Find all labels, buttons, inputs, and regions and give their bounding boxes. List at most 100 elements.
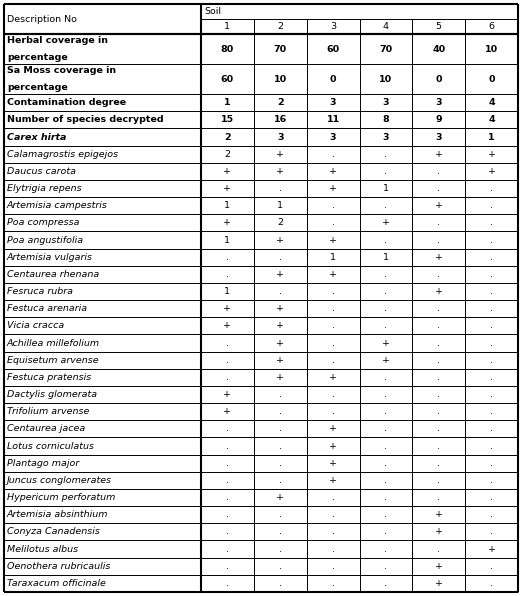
Text: .: . [331, 201, 335, 210]
Text: .: . [490, 287, 493, 296]
Text: +: + [329, 235, 337, 244]
Text: .: . [331, 356, 335, 365]
Text: +: + [435, 287, 443, 296]
Text: .: . [384, 493, 387, 502]
Text: .: . [331, 218, 335, 228]
Text: Description No: Description No [7, 14, 77, 23]
Text: 3: 3 [330, 132, 336, 142]
Text: .: . [279, 424, 282, 433]
Text: +: + [223, 184, 231, 193]
Text: .: . [437, 424, 440, 433]
Text: +: + [276, 356, 284, 365]
Text: 4: 4 [488, 98, 495, 107]
Text: Contamination degree: Contamination degree [7, 98, 126, 107]
Text: +: + [435, 150, 443, 159]
Text: .: . [490, 321, 493, 330]
Text: .: . [331, 339, 335, 347]
Text: .: . [490, 235, 493, 244]
Text: .: . [437, 545, 440, 554]
Text: 1: 1 [383, 253, 389, 262]
Text: .: . [384, 201, 387, 210]
Text: .: . [279, 184, 282, 193]
Text: +: + [223, 304, 231, 313]
Text: .: . [279, 253, 282, 262]
Text: .: . [490, 424, 493, 433]
Text: Carex hirta: Carex hirta [7, 132, 66, 142]
Text: +: + [276, 270, 284, 279]
Text: .: . [490, 201, 493, 210]
Text: 10: 10 [274, 74, 287, 83]
Text: Achillea millefolium: Achillea millefolium [7, 339, 100, 347]
Text: 1: 1 [224, 98, 231, 107]
Text: .: . [331, 150, 335, 159]
Text: .: . [490, 527, 493, 536]
Text: +: + [276, 150, 284, 159]
Text: .: . [279, 510, 282, 519]
Text: .: . [437, 167, 440, 176]
Text: .: . [226, 562, 229, 571]
Text: .: . [384, 270, 387, 279]
Text: .: . [437, 476, 440, 485]
Text: .: . [384, 562, 387, 571]
Text: 40: 40 [432, 45, 445, 54]
Text: .: . [437, 390, 440, 399]
Text: +: + [488, 545, 495, 554]
Text: 10: 10 [485, 45, 498, 54]
Text: .: . [437, 270, 440, 279]
Text: .: . [384, 407, 387, 416]
Text: +: + [435, 579, 443, 588]
Text: .: . [331, 579, 335, 588]
Text: +: + [435, 510, 443, 519]
Text: Plantago major: Plantago major [7, 459, 79, 468]
Text: +: + [382, 218, 390, 228]
Text: 5: 5 [436, 22, 442, 31]
Text: +: + [276, 373, 284, 382]
Text: 1: 1 [277, 201, 283, 210]
Text: 1: 1 [330, 253, 336, 262]
Text: Juncus conglomerates: Juncus conglomerates [7, 476, 112, 485]
Text: .: . [384, 442, 387, 451]
Text: .: . [490, 510, 493, 519]
Text: +: + [329, 424, 337, 433]
Text: .: . [490, 184, 493, 193]
Text: 3: 3 [277, 132, 283, 142]
Text: .: . [331, 510, 335, 519]
Text: +: + [276, 321, 284, 330]
Text: .: . [226, 253, 229, 262]
Text: .: . [279, 390, 282, 399]
Text: Poa angustifolia: Poa angustifolia [7, 235, 83, 244]
Text: .: . [437, 459, 440, 468]
Text: .: . [490, 373, 493, 382]
Text: +: + [223, 321, 231, 330]
Text: +: + [329, 476, 337, 485]
Text: .: . [331, 493, 335, 502]
Text: .: . [384, 459, 387, 468]
Text: .: . [384, 373, 387, 382]
Text: .: . [331, 527, 335, 536]
Text: Artemisia campestris: Artemisia campestris [7, 201, 108, 210]
Text: Centaurea jacea: Centaurea jacea [7, 424, 85, 433]
Text: +: + [223, 407, 231, 416]
Text: +: + [329, 459, 337, 468]
Text: .: . [437, 356, 440, 365]
Text: Sa Moss coverage in: Sa Moss coverage in [7, 67, 116, 76]
Text: .: . [279, 459, 282, 468]
Text: .: . [384, 424, 387, 433]
Text: .: . [226, 356, 229, 365]
Text: .: . [490, 493, 493, 502]
Text: 16: 16 [274, 116, 287, 125]
Text: .: . [437, 304, 440, 313]
Text: .: . [490, 476, 493, 485]
Text: .: . [226, 527, 229, 536]
Text: .: . [437, 442, 440, 451]
Text: 2: 2 [277, 22, 283, 31]
Text: +: + [329, 442, 337, 451]
Text: Poa compressa: Poa compressa [7, 218, 79, 228]
Text: +: + [276, 339, 284, 347]
Text: 3: 3 [330, 22, 336, 31]
Text: .: . [279, 407, 282, 416]
Text: 1: 1 [224, 287, 230, 296]
Text: .: . [437, 407, 440, 416]
Text: 15: 15 [221, 116, 234, 125]
Text: .: . [490, 253, 493, 262]
